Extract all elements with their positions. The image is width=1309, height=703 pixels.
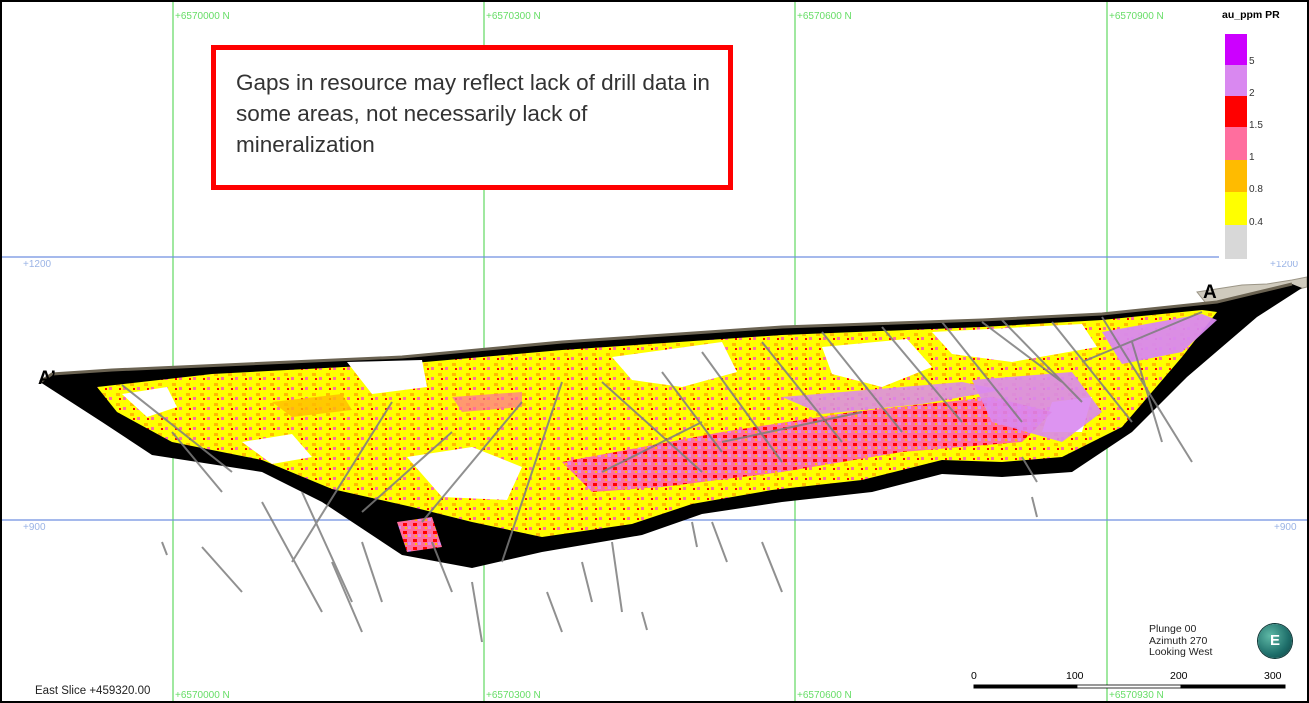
view-orientation: Plunge 00 Azimuth 270 Looking West xyxy=(1149,623,1213,659)
plunge-text: Plunge 00 xyxy=(1149,623,1197,635)
scale-tick-label: 0 xyxy=(971,670,977,682)
legend-swatch xyxy=(1225,225,1247,259)
northing-label-bottom: +6570300 N xyxy=(486,690,541,701)
topography-line xyxy=(39,282,1293,384)
high-grade-zones xyxy=(272,314,1217,552)
grade-legend: au_ppm PR 5 2 1.5 1 0.8 0.4 xyxy=(1219,3,1307,261)
legend-label: 2 xyxy=(1249,88,1255,99)
scale-tick-label: 100 xyxy=(1066,670,1084,682)
legend-swatch xyxy=(1225,192,1247,225)
legend-label: 5 xyxy=(1249,56,1255,67)
legend-swatch xyxy=(1225,65,1247,96)
northing-label-top: +6570900 N xyxy=(1109,11,1164,22)
legend-label: 0.4 xyxy=(1249,217,1263,228)
elevation-label: +1200 xyxy=(23,259,52,270)
northing-label-top: +6570000 N xyxy=(175,11,230,22)
scale-bar xyxy=(973,684,1286,689)
section-end-label-a-prime: A’ xyxy=(38,368,56,389)
elevation-label: +900 xyxy=(1274,522,1297,533)
northing-label-bottom: +6570930 N xyxy=(1109,690,1164,701)
callout-text: Gaps in resource may reflect lack of dri… xyxy=(236,70,710,157)
drill-holes xyxy=(121,311,1203,643)
azimuth-text: Azimuth 270 xyxy=(1149,634,1208,647)
northing-label-bottom: +6570000 N xyxy=(175,690,230,701)
legend-label: 1.5 xyxy=(1249,120,1263,131)
legend-swatch xyxy=(1225,34,1247,65)
looking-text: Looking West xyxy=(1149,646,1213,658)
legend-label: 0.8 xyxy=(1249,184,1263,195)
compass-letter: E xyxy=(1269,632,1280,649)
legend-title: au_ppm PR xyxy=(1222,9,1280,21)
scale-tick-label: 200 xyxy=(1170,670,1188,682)
legend-label: 1 xyxy=(1249,152,1255,163)
legend-swatch xyxy=(1225,127,1247,160)
northing-label-bottom: +6570600 N xyxy=(797,690,852,701)
slice-label: East Slice +459320.00 xyxy=(35,685,151,697)
legend-swatch xyxy=(1225,96,1247,127)
elevation-label: +1200 xyxy=(1270,259,1299,270)
northing-label-top: +6570600 N xyxy=(797,11,852,22)
scale-tick-label: 300 xyxy=(1264,670,1282,682)
callout-box: Gaps in resource may reflect lack of dri… xyxy=(211,45,733,190)
northing-label-top: +6570300 N xyxy=(486,11,541,22)
section-end-label-a: A xyxy=(1203,282,1217,303)
elevation-label: +900 xyxy=(23,522,46,533)
compass-icon: E xyxy=(1258,624,1292,658)
legend-swatch xyxy=(1225,160,1247,192)
